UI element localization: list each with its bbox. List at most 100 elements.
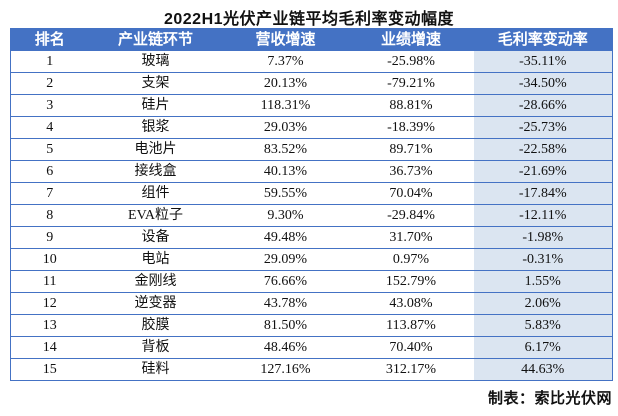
margin-change-cell: -35.11%: [473, 51, 613, 73]
profit-growth-cell: -29.84%: [348, 204, 474, 227]
profit-growth-cell: 70.04%: [348, 182, 474, 205]
rank-cell: 2: [10, 72, 89, 95]
rank-cell: 4: [10, 116, 89, 139]
segment-cell: EVA粒子: [88, 204, 223, 227]
margin-change-cell: 1.55%: [473, 270, 613, 293]
segment-cell: 硅片: [88, 94, 223, 117]
segment-cell: 金刚线: [88, 270, 223, 293]
revenue-growth-cell: 81.50%: [222, 314, 349, 337]
segment-cell: 电站: [88, 248, 223, 271]
profit-growth-cell: 70.40%: [348, 336, 474, 359]
revenue-growth-cell: 127.16%: [222, 358, 349, 381]
header-revenue-growth: 营收增速: [222, 28, 349, 51]
profit-growth-cell: -18.39%: [348, 116, 474, 139]
revenue-growth-cell: 59.55%: [222, 182, 349, 205]
table-row: 14 背板 48.46% 70.40% 6.17%: [10, 336, 613, 359]
table-row: 13 胶膜 81.50% 113.87% 5.83%: [10, 314, 613, 337]
table-row: 4 银浆 29.03% -18.39% -25.73%: [10, 116, 613, 139]
header-segment: 产业链环节: [88, 28, 223, 51]
segment-cell: 玻璃: [88, 51, 223, 73]
revenue-growth-cell: 9.30%: [222, 204, 349, 227]
rank-cell: 9: [10, 226, 89, 249]
table-row: 15 硅料 127.16% 312.17% 44.63%: [10, 358, 613, 381]
profit-growth-cell: 152.79%: [348, 270, 474, 293]
profit-growth-cell: 113.87%: [348, 314, 474, 337]
revenue-growth-cell: 29.09%: [222, 248, 349, 271]
margin-change-cell: -1.98%: [473, 226, 613, 249]
table-row: 5 电池片 83.52% 89.71% -22.58%: [10, 138, 613, 161]
revenue-growth-cell: 118.31%: [222, 94, 349, 117]
profit-growth-cell: 31.70%: [348, 226, 474, 249]
segment-cell: 组件: [88, 182, 223, 205]
profit-growth-cell: 43.08%: [348, 292, 474, 315]
table-row: 1 玻璃 7.37% -25.98% -35.11%: [10, 51, 613, 73]
segment-cell: 电池片: [88, 138, 223, 161]
table-row: 9 设备 49.48% 31.70% -1.98%: [10, 226, 613, 249]
margin-change-cell: 5.83%: [473, 314, 613, 337]
rank-cell: 5: [10, 138, 89, 161]
profit-growth-cell: -79.21%: [348, 72, 474, 95]
table-row: 12 逆变器 43.78% 43.08% 2.06%: [10, 292, 613, 315]
table-row: 3 硅片 118.31% 88.81% -28.66%: [10, 94, 613, 117]
segment-cell: 接线盒: [88, 160, 223, 183]
header-profit-growth: 业绩增速: [348, 28, 474, 51]
margin-change-cell: -21.69%: [473, 160, 613, 183]
table-row: 8 EVA粒子 9.30% -29.84% -12.11%: [10, 204, 613, 227]
segment-cell: 硅料: [88, 358, 223, 381]
rank-cell: 8: [10, 204, 89, 227]
margin-change-cell: -34.50%: [473, 72, 613, 95]
table-row: 11 金刚线 76.66% 152.79% 1.55%: [10, 270, 613, 293]
revenue-growth-cell: 7.37%: [222, 51, 349, 73]
revenue-growth-cell: 40.13%: [222, 160, 349, 183]
rank-cell: 12: [10, 292, 89, 315]
rank-cell: 15: [10, 358, 89, 381]
table-body: 1 玻璃 7.37% -25.98% -35.11% 2 支架 20.13% -79.21% -3…: [10, 51, 613, 381]
table-row: 10 电站 29.09% 0.97% -0.31%: [10, 248, 613, 271]
rank-cell: 3: [10, 94, 89, 117]
rank-cell: 7: [10, 182, 89, 205]
profit-growth-cell: 312.17%: [348, 358, 474, 381]
page-title: 2022H1光伏产业链平均毛利率变动幅度: [163, 11, 455, 28]
profit-growth-cell: 89.71%: [348, 138, 474, 161]
margin-change-cell: -28.66%: [473, 94, 613, 117]
margin-change-cell: 6.17%: [473, 336, 613, 359]
table-row: 7 组件 59.55% 70.04% -17.84%: [10, 182, 613, 205]
rank-cell: 11: [10, 270, 89, 293]
segment-cell: 背板: [88, 336, 223, 359]
profit-growth-cell: 36.73%: [348, 160, 474, 183]
industry-margin-table: 排名 产业链环节 营收增速 业绩增速 毛利率变动率 1 玻璃 7.37% -25.98…: [10, 28, 613, 381]
segment-cell: 银浆: [88, 116, 223, 139]
rank-cell: 13: [10, 314, 89, 337]
profit-growth-cell: -25.98%: [348, 51, 474, 73]
rank-cell: 1: [10, 51, 89, 73]
revenue-growth-cell: 29.03%: [222, 116, 349, 139]
segment-cell: 设备: [88, 226, 223, 249]
credit-label: 制表：索比光伏网: [487, 390, 612, 407]
revenue-growth-cell: 48.46%: [222, 336, 349, 359]
revenue-growth-cell: 43.78%: [222, 292, 349, 315]
margin-change-cell: 2.06%: [473, 292, 613, 315]
segment-cell: 胶膜: [88, 314, 223, 337]
revenue-growth-cell: 83.52%: [222, 138, 349, 161]
table-row: 2 支架 20.13% -79.21% -34.50%: [10, 72, 613, 95]
segment-cell: 支架: [88, 72, 223, 95]
segment-cell: 逆变器: [88, 292, 223, 315]
margin-change-cell: -12.11%: [473, 204, 613, 227]
margin-change-cell: -0.31%: [473, 248, 613, 271]
rank-cell: 6: [10, 160, 89, 183]
revenue-growth-cell: 76.66%: [222, 270, 349, 293]
revenue-growth-cell: 49.48%: [222, 226, 349, 249]
profit-growth-cell: 88.81%: [348, 94, 474, 117]
margin-change-cell: 44.63%: [473, 358, 613, 381]
header-margin-change: 毛利率变动率: [473, 28, 613, 51]
profit-growth-cell: 0.97%: [348, 248, 474, 271]
margin-change-cell: -17.84%: [473, 182, 613, 205]
rank-cell: 14: [10, 336, 89, 359]
header-rank: 排名: [10, 28, 89, 51]
rank-cell: 10: [10, 248, 89, 271]
margin-change-cell: -22.58%: [473, 138, 613, 161]
revenue-growth-cell: 20.13%: [222, 72, 349, 95]
table-row: 6 接线盒 40.13% 36.73% -21.69%: [10, 160, 613, 183]
table-header-row: 排名 产业链环节 营收增速 业绩增速 毛利率变动率: [10, 28, 613, 51]
margin-change-cell: -25.73%: [473, 116, 613, 139]
